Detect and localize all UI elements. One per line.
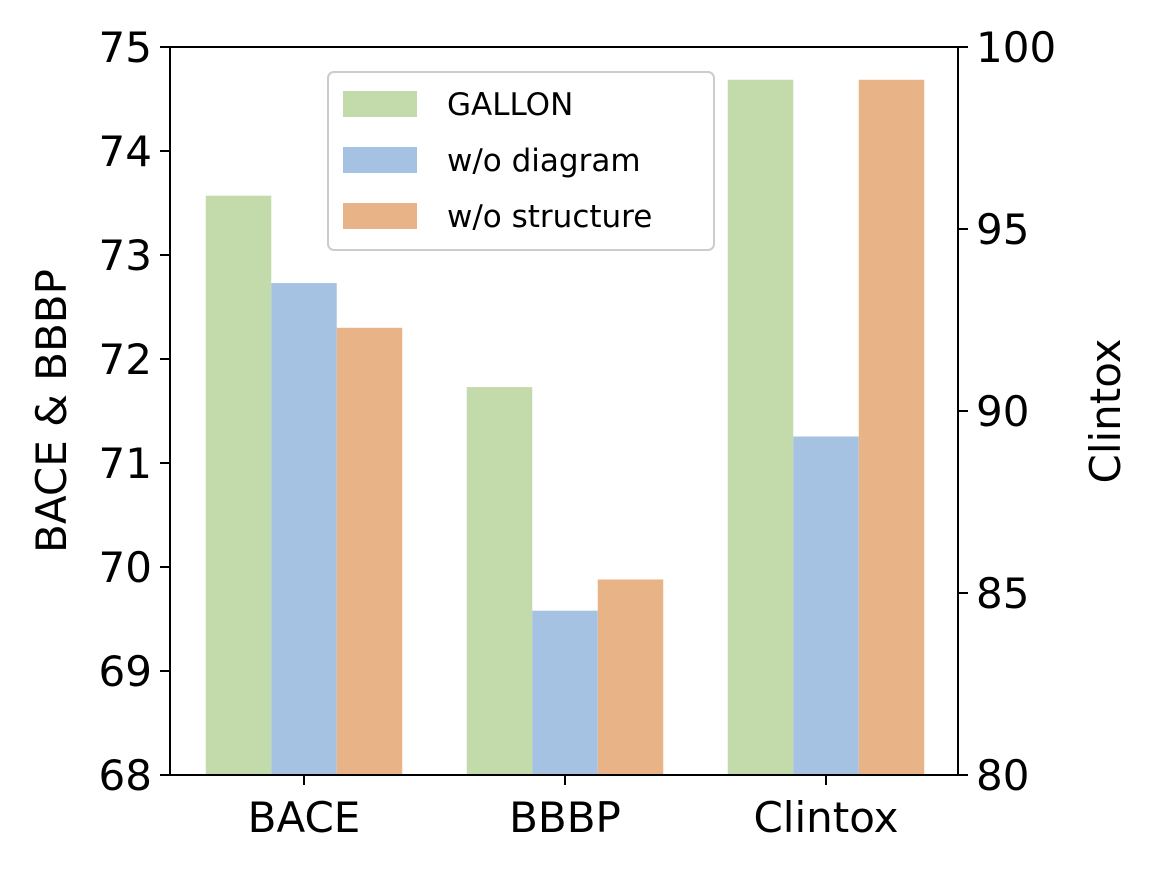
legend-label: GALLON (447, 87, 573, 123)
left-axis: 68 69 70 71 72 73 74 75 (99, 23, 170, 800)
bar-bbbp-w-o-diagram (532, 610, 598, 775)
y-axis-label: BACE & BBBP (27, 269, 76, 553)
legend: GALLON w/o diagram w/o structure (327, 71, 715, 251)
x-tick-label: Clintox (753, 793, 898, 842)
bar-clintox-w-o-structure (858, 79, 925, 775)
legend-label: w/o structure (447, 199, 652, 235)
right-tick-label: 100 (976, 23, 1056, 72)
bar-bace-w-o-structure (336, 327, 403, 775)
legend-swatch (343, 147, 417, 173)
bar-bbbp-gallon (466, 387, 533, 775)
bar-clintox-w-o-diagram (793, 436, 859, 775)
legend-frame (327, 71, 715, 251)
bar-clintox-gallon (727, 79, 794, 775)
right-axis: 80 85 90 95 100 (958, 23, 1056, 800)
x-axis: BACE BBBP Clintox (248, 775, 899, 842)
left-tick-label: 70 (99, 543, 152, 592)
bar-bbbp-w-o-structure (597, 579, 664, 775)
right-tick-label: 85 (976, 569, 1029, 618)
left-tick-label: 75 (99, 23, 152, 72)
left-tick-label: 74 (99, 127, 152, 176)
y2-axis-label: Clintox (1081, 338, 1130, 483)
left-tick-label: 71 (99, 439, 152, 488)
x-tick-label: BBBP (509, 793, 621, 842)
bar-bace-gallon (205, 195, 272, 776)
left-tick-label: 69 (99, 647, 152, 696)
left-tick-label: 68 (99, 751, 152, 800)
legend-swatch (343, 203, 417, 229)
legend-label: w/o diagram (447, 143, 641, 179)
bars-group (205, 79, 925, 776)
right-tick-label: 95 (976, 205, 1029, 254)
right-tick-label: 90 (976, 387, 1029, 436)
legend-swatch (343, 91, 417, 117)
right-tick-label: 80 (976, 751, 1029, 800)
bar-bace-w-o-diagram (271, 283, 337, 775)
x-tick-label: BACE (248, 793, 361, 842)
left-tick-label: 73 (99, 231, 152, 280)
left-tick-label: 72 (99, 335, 152, 384)
